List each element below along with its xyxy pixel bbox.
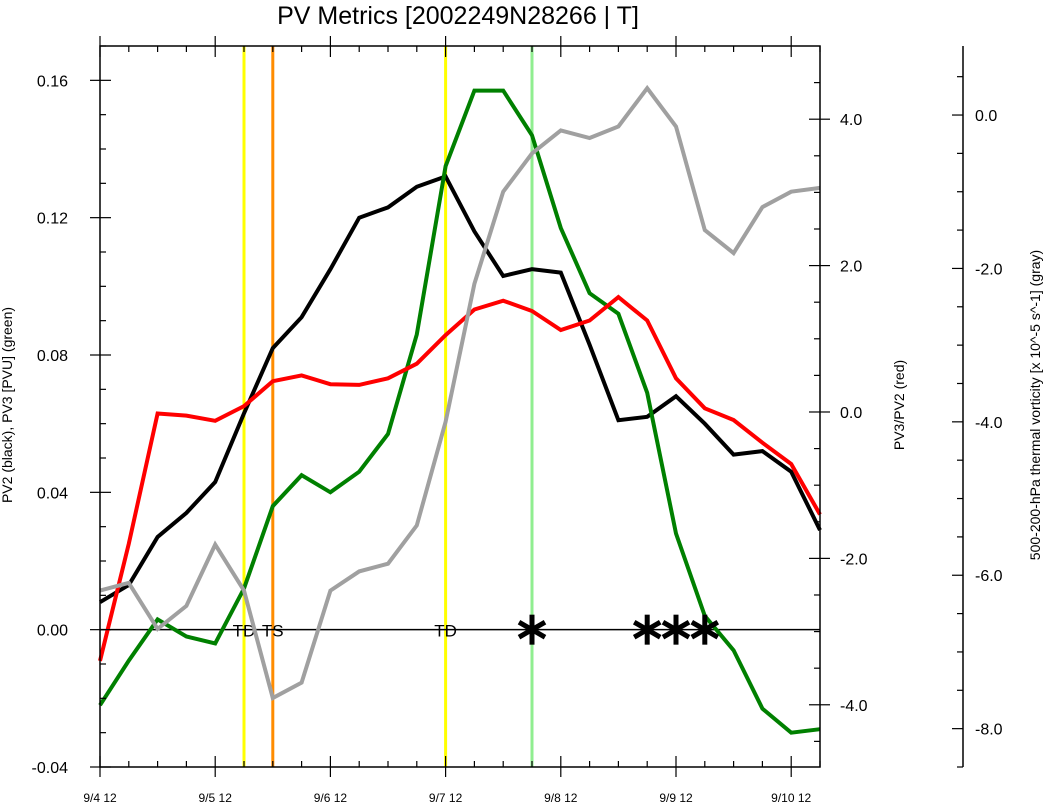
- annotation-label-1: TS: [262, 622, 284, 641]
- x-tick-label: 9/10 12: [771, 791, 811, 805]
- y-right-tick-label: -2.0: [840, 551, 868, 568]
- series-line-3: [99, 84, 821, 701]
- y-left-tick-label: 0.08: [37, 348, 68, 365]
- x-tick-label: 9/8 12: [544, 791, 578, 805]
- star-markers: [517, 614, 720, 645]
- annotation-label-0: TD: [233, 622, 256, 641]
- y-right-tick-label: 4.0: [840, 112, 862, 129]
- y-far-right-tick-label: -4.0: [975, 415, 1003, 432]
- x-axis: 9/4 12 9/5 12 9/6 12 9/7 12 9/8 12 9/9 12 9/10…: [83, 36, 821, 805]
- y-left-tick-label: 0.16: [37, 73, 68, 90]
- y-right-tick-label: 2.0: [840, 259, 862, 276]
- series-line-2: [98, 294, 822, 662]
- annotation-label-2: TD: [434, 622, 457, 641]
- series-line-1: [98, 88, 821, 735]
- storm-status-annotations: TD TS TD: [233, 622, 457, 641]
- vertical-event-lines: [242, 46, 534, 767]
- x-tick-label: 9/4 12: [83, 791, 117, 805]
- series-line-0: [98, 174, 822, 604]
- x-tick-label: 9/7 12: [429, 791, 463, 805]
- y-far-right-tick-label: -8.0: [975, 722, 1003, 739]
- y-left-tick-label: -0.04: [32, 760, 69, 777]
- y-left-tick-label: 0.04: [37, 485, 68, 502]
- chart-title: PV Metrics [2002249N28266 | T]: [277, 2, 639, 30]
- y-far-right-tick-label: -2.0: [975, 261, 1003, 278]
- y-far-right-tick-label: -6.0: [975, 568, 1003, 585]
- y-right-tick-label: -4.0: [840, 698, 868, 715]
- star-marker-1: [632, 614, 662, 645]
- y-axis-right: -4.0 -2.0 0.0 2.0 4.0: [809, 81, 868, 742]
- star-marker-3: [690, 614, 720, 645]
- x-tick-label: 9/9 12: [659, 791, 693, 805]
- plot-frame: [99, 45, 821, 768]
- y-axis-right-label: PV3/PV2 (red): [891, 360, 907, 450]
- y-axis-left: -0.04 0.00 0.04 0.08 0.12 0.16: [32, 45, 111, 777]
- star-marker-2: [661, 614, 691, 645]
- data-series: [98, 84, 822, 735]
- y-right-tick-label: 0.0: [840, 405, 862, 422]
- y-axis-left-label: PV2 (black), PV3 [PVU] (green): [0, 307, 15, 503]
- y-far-right-tick-label: 0.0: [975, 108, 997, 125]
- plot-border: [99, 45, 821, 768]
- star-marker-0: [517, 614, 547, 645]
- x-tick-label: 9/5 12: [199, 791, 233, 805]
- x-tick-label: 9/6 12: [314, 791, 348, 805]
- y-left-tick-label: 0.12: [37, 211, 68, 228]
- y-axis-far-right-label: 500-200-hPa thermal vorticity [x 10^-5 s…: [1027, 250, 1043, 560]
- y-left-tick-label: 0.00: [37, 623, 68, 640]
- y-axis-far-right: -8.0 -6.0 -4.0 -2.0 0.0: [952, 46, 1003, 768]
